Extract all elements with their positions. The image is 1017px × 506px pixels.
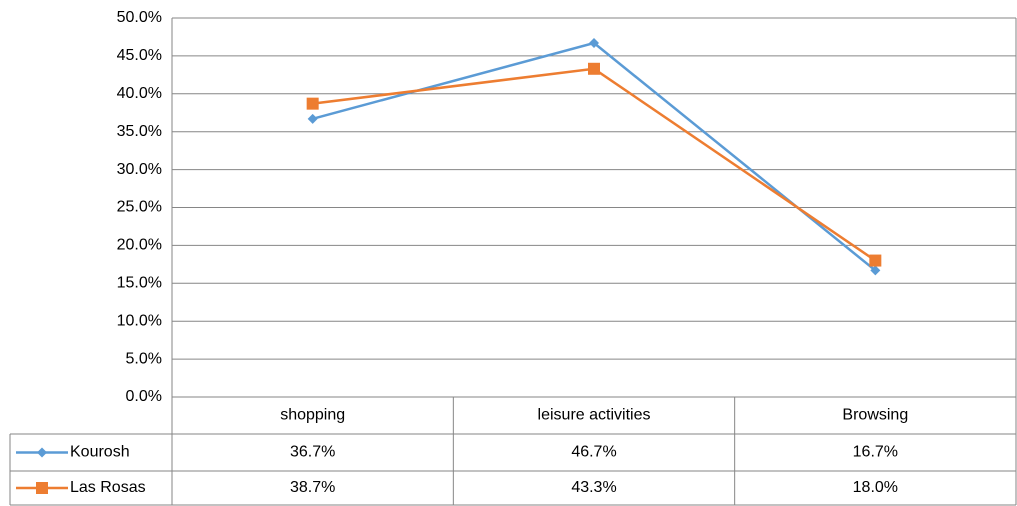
- y-tick-label: 30.0%: [117, 161, 162, 178]
- y-tick-label: 45.0%: [117, 47, 162, 64]
- y-tick-label: 15.0%: [117, 275, 162, 292]
- marker: [589, 38, 599, 49]
- x-tick-label: shopping: [280, 407, 345, 424]
- data-label: 46.7%: [571, 444, 616, 461]
- y-tick-label: 10.0%: [117, 312, 162, 329]
- y-tick-label: 35.0%: [117, 123, 162, 140]
- x-tick-label: Browsing: [842, 407, 908, 424]
- marker: [870, 265, 881, 276]
- series-line: [312, 67, 877, 262]
- y-tick-label: 20.0%: [117, 237, 162, 254]
- x-tick-label: leisure activities: [538, 407, 651, 424]
- legend-marker: [36, 482, 48, 494]
- data-label: 18.0%: [853, 479, 898, 496]
- legend-label: Kourosh: [70, 444, 130, 461]
- marker: [869, 254, 882, 267]
- data-label: 36.7%: [290, 444, 335, 461]
- data-label: 16.7%: [853, 444, 898, 461]
- marker: [306, 97, 319, 110]
- y-tick-label: 0.0%: [126, 388, 162, 405]
- marker: [588, 62, 600, 75]
- legend-marker: [37, 447, 47, 458]
- marker: [307, 113, 318, 124]
- y-tick-label: 40.0%: [117, 85, 162, 102]
- series-line: [312, 41, 877, 272]
- y-tick-label: 25.0%: [117, 199, 162, 216]
- data-label: 38.7%: [290, 479, 335, 496]
- y-tick-label: 5.0%: [126, 350, 162, 367]
- data-label: 43.3%: [571, 479, 616, 496]
- legend-label: Las Rosas: [70, 479, 146, 496]
- y-tick-label: 50.0%: [117, 9, 162, 26]
